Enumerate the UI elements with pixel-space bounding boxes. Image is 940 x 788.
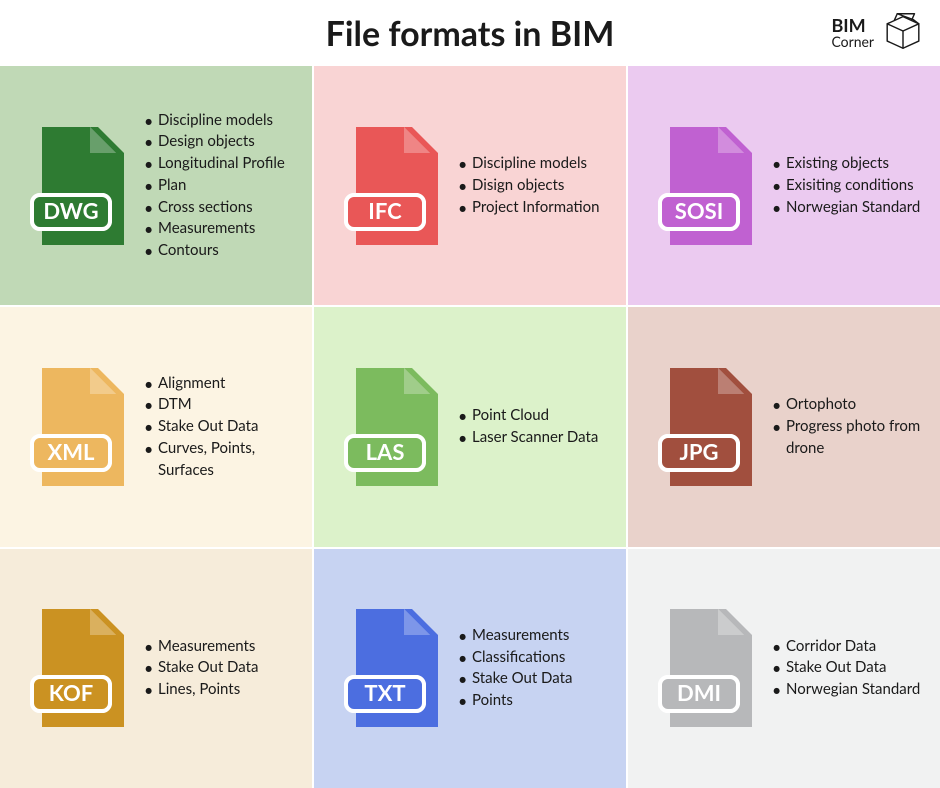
bullet-item: Disign objects [458, 175, 612, 197]
bullet-item: Stake Out Data [772, 657, 926, 679]
bullet-item: Exisiting conditions [772, 175, 926, 197]
page-title: File formats in BIM [326, 13, 615, 54]
bullet-item: Measurements [144, 218, 298, 240]
svg-text:KOF: KOF [49, 679, 94, 706]
svg-text:DMI: DMI [677, 679, 721, 706]
bullet-item: Classifications [458, 647, 612, 669]
bullet-item: Cross sections [144, 197, 298, 219]
file-icon-txt: TXT [328, 603, 448, 733]
file-icon-xml: XML [14, 362, 134, 492]
file-icon-las: LAS [328, 362, 448, 492]
bullet-list: MeasurementsStake Out DataLines, Points [144, 636, 298, 701]
file-icon-sosi: SOSI [642, 121, 762, 251]
svg-text:DWG: DWG [43, 197, 98, 224]
bullet-item: Project Information [458, 197, 612, 219]
bullet-item: Stake Out Data [144, 416, 298, 438]
logo-line2: Corner [831, 35, 874, 50]
file-icon-ifc: IFC [328, 121, 448, 251]
file-icon-kof: KOF [14, 603, 134, 733]
format-cell-jpg: JPG OrtophotoProgress photo from drone [628, 307, 940, 546]
bullet-list: Discipline modelsDisign objectsProject I… [458, 153, 612, 218]
infographic: File formats in BIM BIM Corner [0, 0, 940, 788]
bullet-item: Norwegian Standard [772, 679, 926, 701]
bullet-item: Norwegian Standard [772, 197, 926, 219]
format-grid: DWG Discipline modelsDesign objectsLongi… [0, 66, 940, 788]
bullet-list: Discipline modelsDesign objectsLongitudi… [144, 110, 298, 262]
bullet-item: Lines, Points [144, 679, 298, 701]
bullet-item: Discipline models [144, 110, 298, 132]
svg-text:XML: XML [48, 438, 96, 465]
file-icon-dwg: DWG [14, 121, 134, 251]
header: File formats in BIM BIM Corner [0, 0, 940, 66]
format-cell-xml: XML AlignmentDTMStake Out DataCurves, Po… [0, 307, 312, 546]
bullet-item: DTM [144, 394, 298, 416]
file-icon-jpg: JPG [642, 362, 762, 492]
bullet-item: Stake Out Data [458, 668, 612, 690]
bullet-item: Discipline models [458, 153, 612, 175]
bullet-item: Progress photo from drone [772, 416, 926, 460]
file-icon-dmi: DMI [642, 603, 762, 733]
bullet-item: Measurements [144, 636, 298, 658]
svg-text:TXT: TXT [364, 679, 405, 706]
bullet-item: Points [458, 690, 612, 712]
format-cell-las: LAS Point CloudLaser Scanner Data [314, 307, 626, 546]
bullet-item: Curves, Points, Surfaces [144, 438, 298, 482]
bullet-item: Stake Out Data [144, 657, 298, 679]
format-cell-sosi: SOSI Existing objectsExisiting condition… [628, 66, 940, 305]
box-icon [880, 8, 926, 58]
bullet-list: Corridor DataStake Out DataNorwegian Sta… [772, 636, 926, 701]
bim-corner-logo: BIM Corner [831, 8, 926, 58]
format-cell-ifc: IFC Discipline modelsDisign objectsProje… [314, 66, 626, 305]
bullet-item: Plan [144, 175, 298, 197]
svg-text:JPG: JPG [679, 438, 718, 465]
format-cell-dmi: DMI Corridor DataStake Out DataNorwegian… [628, 549, 940, 788]
bullet-item: Longitudinal Profile [144, 153, 298, 175]
bullet-item: Point Cloud [458, 405, 612, 427]
bullet-item: Ortophoto [772, 394, 926, 416]
bullet-list: Point CloudLaser Scanner Data [458, 405, 612, 449]
svg-text:LAS: LAS [366, 438, 405, 465]
bullet-item: Laser Scanner Data [458, 427, 612, 449]
bullet-item: Existing objects [772, 153, 926, 175]
format-cell-txt: TXT MeasurementsClassificationsStake Out… [314, 549, 626, 788]
bullet-list: Existing objectsExisiting conditionsNorw… [772, 153, 926, 218]
logo-text: BIM Corner [831, 16, 874, 50]
bullet-item: Measurements [458, 625, 612, 647]
format-cell-dwg: DWG Discipline modelsDesign objectsLongi… [0, 66, 312, 305]
svg-text:SOSI: SOSI [675, 197, 723, 224]
svg-text:IFC: IFC [368, 197, 402, 224]
bullet-list: MeasurementsClassificationsStake Out Dat… [458, 625, 612, 712]
bullet-item: Design objects [144, 131, 298, 153]
bullet-item: Contours [144, 240, 298, 262]
bullet-list: OrtophotoProgress photo from drone [772, 394, 926, 459]
bullet-list: AlignmentDTMStake Out DataCurves, Points… [144, 373, 298, 482]
bullet-item: Corridor Data [772, 636, 926, 658]
bullet-item: Alignment [144, 373, 298, 395]
format-cell-kof: KOF MeasurementsStake Out DataLines, Poi… [0, 549, 312, 788]
